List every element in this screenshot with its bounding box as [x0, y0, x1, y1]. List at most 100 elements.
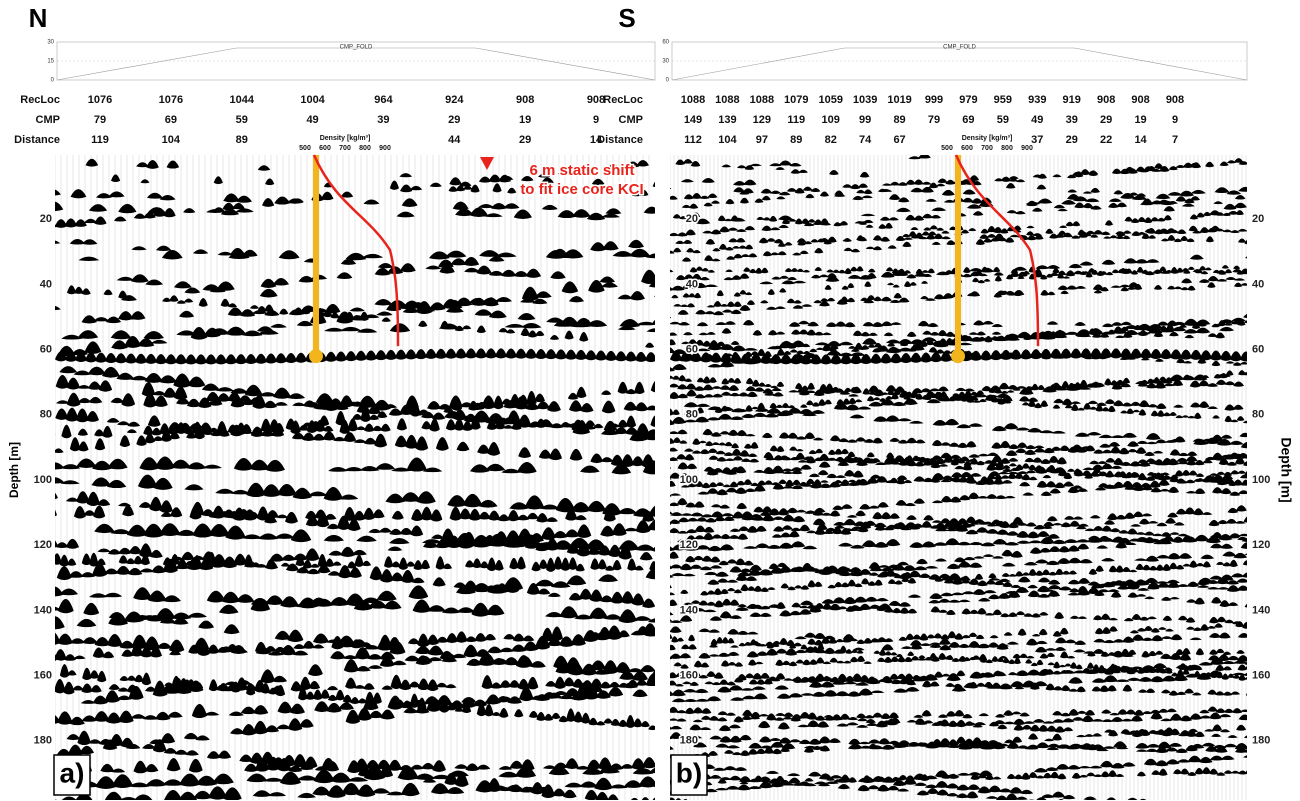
- depth-tick-label: 20: [40, 213, 52, 225]
- fold-title: CMP_FOLD: [340, 45, 373, 51]
- header-value: 59: [997, 114, 1009, 126]
- wavelets: [670, 155, 1247, 800]
- header-value: 29: [1100, 114, 1112, 126]
- header-row-name: CMP: [36, 114, 60, 126]
- header-value: 1019: [887, 94, 911, 106]
- depth-tick-label: 40: [686, 278, 698, 290]
- header-value: 959: [994, 94, 1012, 106]
- depth-tick-label-right: 160: [1252, 670, 1270, 682]
- header-value: 29: [448, 114, 460, 126]
- depth-tick-label-right: 20: [1252, 213, 1264, 225]
- depth-tick-label: 180: [34, 735, 52, 747]
- depth-tick-label-right: 100: [1252, 474, 1270, 486]
- fold-tick-label: 0: [666, 78, 670, 84]
- fold-tick-label: 0: [51, 78, 55, 84]
- direction-south: S: [618, 3, 635, 33]
- depth-tick-label-right: 60: [1252, 344, 1264, 356]
- depth-tick-label-right: 140: [1252, 604, 1270, 616]
- depth-tick-label-right: 40: [1252, 278, 1264, 290]
- depth-tick-label: 40: [40, 278, 52, 290]
- depth-tick-label: 140: [34, 604, 52, 616]
- density-tick-label: 500: [299, 145, 311, 152]
- header-value: 9: [593, 114, 599, 126]
- header-value: 67: [893, 134, 905, 146]
- header-value: 119: [787, 114, 805, 126]
- fold-tick-label: 60: [662, 40, 669, 46]
- header-value: 1076: [159, 94, 183, 106]
- fold-curve: [671, 47, 1248, 81]
- depth-tick-label-right: 120: [1252, 539, 1270, 551]
- panel-label: a): [60, 757, 85, 788]
- header-row-name: RecLoc: [603, 94, 643, 106]
- header-value: 82: [825, 134, 837, 146]
- density-tick-label: 600: [961, 145, 973, 152]
- header-value: 19: [1134, 114, 1146, 126]
- header-value: 908: [1166, 94, 1184, 106]
- header-value: 39: [1066, 114, 1078, 126]
- header-value: 1088: [681, 94, 705, 106]
- density-curve: [954, 154, 1040, 347]
- seismic-section: [55, 155, 655, 800]
- depth-tick-label: 20: [686, 213, 698, 225]
- header-value: 964: [374, 94, 393, 106]
- density-tick-label: 700: [339, 145, 351, 152]
- annotation-arrow: [480, 157, 494, 170]
- density-tick-label: 900: [379, 145, 391, 152]
- header-value: 89: [236, 134, 248, 146]
- panel-label-box: [53, 754, 91, 796]
- header-value: 29: [1066, 134, 1078, 146]
- header-value: 908: [1131, 94, 1149, 106]
- header-row-name: Distance: [597, 134, 643, 146]
- depth-tick-label: 80: [686, 409, 698, 421]
- header-value: 1059: [818, 94, 842, 106]
- header-value: 69: [962, 114, 974, 126]
- density-curve: [312, 154, 400, 347]
- header-value: 22: [1100, 134, 1112, 146]
- header-value: 908: [1097, 94, 1115, 106]
- depth-tick-label: 100: [680, 474, 698, 486]
- borehole-end: [951, 349, 965, 364]
- header-value: 112: [684, 134, 702, 146]
- header-value: 29: [519, 134, 531, 146]
- fold-tick-label: 30: [662, 59, 669, 65]
- header-value: 39: [377, 114, 389, 126]
- fold-tick-label: 30: [47, 40, 54, 46]
- density-label: Density [kg/m³]: [962, 135, 1013, 142]
- header-value: 49: [306, 114, 318, 126]
- density-tick-label: 600: [319, 145, 331, 152]
- header-value: 1088: [715, 94, 739, 106]
- depth-tick-label: 60: [686, 344, 698, 356]
- fold-tick-label: 15: [47, 59, 54, 65]
- header-value: 979: [959, 94, 977, 106]
- header-value: 139: [718, 114, 736, 126]
- header-value: 9: [1172, 114, 1178, 126]
- depth-tick-label-right: 180: [1252, 735, 1270, 747]
- header-value: 69: [165, 114, 177, 126]
- header-value: 908: [587, 94, 605, 106]
- density-tick-label: 800: [1001, 145, 1013, 152]
- header-value: 119: [91, 134, 109, 146]
- depth-label-left: Depth [m]: [7, 442, 21, 498]
- seismic-section: [670, 155, 1247, 800]
- header-value: 1076: [88, 94, 112, 106]
- header-value: 97: [756, 134, 768, 146]
- header-value: 939: [1028, 94, 1046, 106]
- depth-tick-label: 120: [34, 539, 52, 551]
- header-value: 908: [516, 94, 534, 106]
- annotation: to fit ice core KCI: [520, 181, 643, 198]
- density-tick-label: 900: [1021, 145, 1033, 152]
- header-value: 149: [684, 114, 702, 126]
- density-label: Density [kg/m³]: [320, 135, 371, 142]
- fold-box: [56, 41, 656, 81]
- header-value: 104: [718, 134, 737, 146]
- header-value: 104: [162, 134, 181, 146]
- depth-tick-label: 180: [680, 735, 698, 747]
- header-row-name: Distance: [14, 134, 60, 146]
- fold-title: CMP_FOLD: [943, 45, 976, 51]
- panel-label: b): [676, 757, 702, 788]
- header-value: 1088: [750, 94, 774, 106]
- depth-tick-label: 140: [680, 604, 698, 616]
- header-value: 109: [822, 114, 840, 126]
